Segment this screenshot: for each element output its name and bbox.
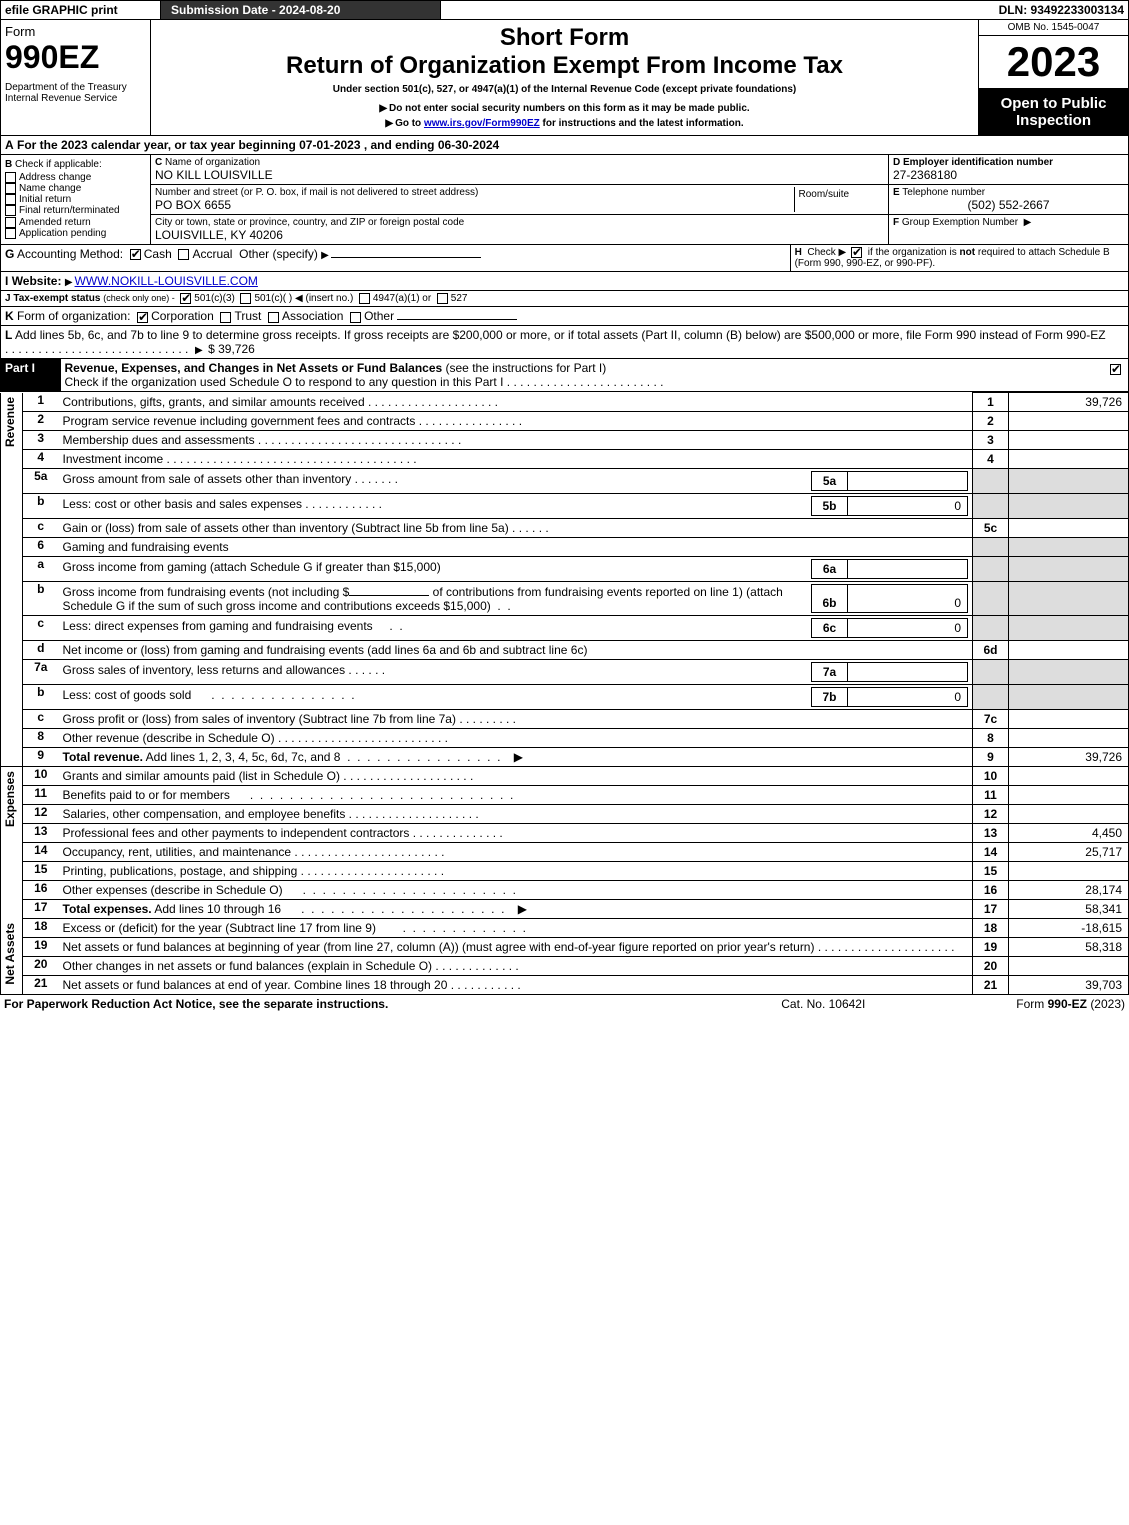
checkbox-initial-return[interactable] bbox=[5, 194, 16, 205]
l-value: $ 39,726 bbox=[208, 342, 255, 356]
l-gross-receipts: Add lines 5b, 6c, and 7b to line 9 to de… bbox=[15, 328, 1106, 342]
checkbox-501c3[interactable] bbox=[180, 293, 191, 304]
row-17-value: 58,341 bbox=[1009, 900, 1129, 919]
row-21-value: 39,703 bbox=[1009, 976, 1129, 995]
subtitle: Under section 501(c), 527, or 4947(a)(1)… bbox=[155, 84, 974, 95]
ssn-warning: Do not enter social security numbers on … bbox=[389, 103, 750, 114]
row-19-value: 58,318 bbox=[1009, 938, 1129, 957]
form-label: Form bbox=[5, 24, 146, 39]
row-9-value: 39,726 bbox=[1009, 748, 1129, 767]
page-footer: For Paperwork Reduction Act Notice, see … bbox=[0, 995, 1129, 1013]
part-i-label: Part I bbox=[1, 359, 61, 392]
pra-notice: For Paperwork Reduction Act Notice, see … bbox=[0, 995, 737, 1013]
part-i-table: Revenue 1 Contributions, gifts, grants, … bbox=[0, 392, 1129, 995]
k-form-org: Form of organization: bbox=[17, 309, 130, 323]
checkbox-cash[interactable] bbox=[130, 249, 141, 260]
c-city-label: City or town, state or province, country… bbox=[155, 217, 884, 228]
open-inspection: Open to Public Inspection bbox=[979, 89, 1128, 135]
part-i-heading: Revenue, Expenses, and Changes in Net As… bbox=[65, 361, 443, 375]
checkbox-address-change[interactable] bbox=[5, 172, 16, 183]
tax-year: 2023 bbox=[979, 36, 1128, 89]
omb-number: OMB No. 1545-0047 bbox=[979, 20, 1128, 36]
dln: DLN: 93492233003134 bbox=[929, 1, 1129, 20]
checkbox-association[interactable] bbox=[268, 312, 279, 323]
form-header: Form 990EZ Department of the Treasury In… bbox=[0, 20, 1129, 135]
c-street-label: Number and street (or P. O. box, if mail… bbox=[155, 187, 794, 198]
f-group-label: Group Exemption Number bbox=[902, 217, 1018, 228]
street-value: PO BOX 6655 bbox=[155, 198, 794, 212]
submission-date: Submission Date - 2024-08-20 bbox=[165, 1, 346, 19]
checkbox-amended-return[interactable] bbox=[5, 217, 16, 228]
b-label: B bbox=[5, 159, 12, 170]
phone-value: (502) 552-2667 bbox=[893, 198, 1124, 212]
i-website-label: Website: bbox=[12, 274, 62, 288]
checkbox-h-schedule-b[interactable] bbox=[851, 247, 862, 258]
row-1-value: 39,726 bbox=[1009, 393, 1129, 412]
ein-value: 27-2368180 bbox=[893, 168, 1124, 182]
line-a: A For the 2023 calendar year, or tax yea… bbox=[0, 135, 1129, 154]
row-14-value: 25,717 bbox=[1009, 843, 1129, 862]
checkbox-corporation[interactable] bbox=[137, 312, 148, 323]
form-number: 990EZ bbox=[5, 39, 146, 76]
part-i-checknote: Check if the organization used Schedule … bbox=[65, 375, 504, 389]
checkbox-name-change[interactable] bbox=[5, 183, 16, 194]
footer-form-no: 990-EZ bbox=[1048, 997, 1087, 1011]
g-accounting: Accounting Method: bbox=[17, 247, 123, 261]
checkbox-application-pending[interactable] bbox=[5, 228, 16, 239]
row-4-text: Investment income bbox=[63, 452, 164, 466]
city-value: LOUISVILLE, KY 40206 bbox=[155, 228, 884, 242]
section-expenses: Expenses bbox=[1, 767, 19, 831]
e-phone-label: Telephone number bbox=[902, 187, 985, 198]
section-net-assets: Net Assets bbox=[1, 919, 19, 989]
checkbox-4947[interactable] bbox=[359, 293, 370, 304]
top-bar: efile GRAPHIC print Submission Date - 20… bbox=[0, 0, 1129, 20]
section-revenue: Revenue bbox=[1, 393, 19, 451]
efile-print[interactable]: efile GRAPHIC print bbox=[1, 1, 161, 20]
room-suite-label: Room/suite bbox=[794, 187, 884, 212]
row-1-text: Contributions, gifts, grants, and simila… bbox=[63, 395, 365, 409]
c-name-label: Name of organization bbox=[165, 157, 260, 168]
org-name: NO KILL LOUISVILLE bbox=[155, 168, 884, 182]
row-16-value: 28,174 bbox=[1009, 881, 1129, 900]
checkbox-527[interactable] bbox=[437, 293, 448, 304]
goto-link[interactable]: www.irs.gov/Form990EZ bbox=[424, 118, 540, 129]
row-3-text: Membership dues and assessments bbox=[63, 433, 255, 447]
checkbox-other-org[interactable] bbox=[350, 312, 361, 323]
goto-label: Go to bbox=[395, 118, 421, 129]
d-ein-label: Employer identification number bbox=[903, 157, 1053, 168]
j-tax-exempt: Tax-exempt status bbox=[13, 293, 100, 304]
checkbox-final-return[interactable] bbox=[5, 205, 16, 216]
checkbox-trust[interactable] bbox=[220, 312, 231, 323]
b-checkif: Check if applicable: bbox=[15, 159, 102, 170]
title-short-form: Short Form bbox=[155, 24, 974, 52]
checkbox-part-i-scho[interactable] bbox=[1110, 364, 1121, 375]
cat-number: Cat. No. 10642I bbox=[737, 995, 910, 1013]
goto-after: for instructions and the latest informat… bbox=[543, 118, 744, 129]
row-13-value: 4,450 bbox=[1009, 824, 1129, 843]
website-link[interactable]: WWW.NOKILL-LOUISVILLE.COM bbox=[75, 274, 258, 288]
checkbox-501c[interactable] bbox=[240, 293, 251, 304]
title-return: Return of Organization Exempt From Incom… bbox=[155, 52, 974, 80]
dept-treasury: Department of the Treasury Internal Reve… bbox=[5, 82, 146, 104]
checkbox-accrual[interactable] bbox=[178, 249, 189, 260]
row-2-text: Program service revenue including govern… bbox=[63, 414, 416, 428]
row-18-value: -18,615 bbox=[1009, 919, 1129, 938]
